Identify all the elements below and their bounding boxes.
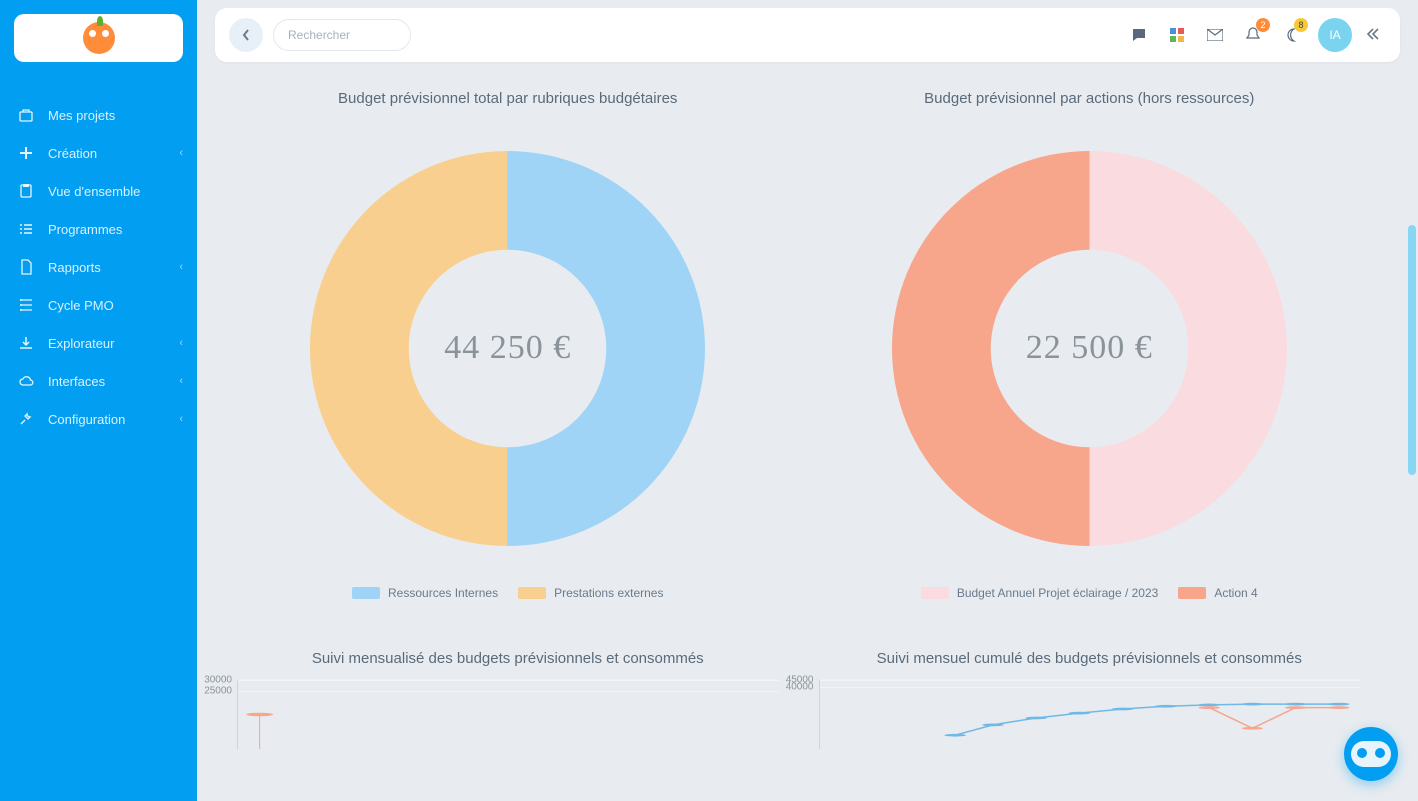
sidebar-item-label: Vue d'ensemble xyxy=(48,184,140,199)
legend-swatch xyxy=(921,587,949,599)
legend-item[interactable]: Ressources Internes xyxy=(352,586,498,600)
chart-legend: Ressources Internes Prestations externes xyxy=(352,586,663,600)
chart-title: Budget prévisionnel par actions (hors re… xyxy=(924,88,1254,111)
sidebar-item-explorateur[interactable]: Explorateur ‹ xyxy=(0,324,197,362)
sidebar-item-cycle-pmo[interactable]: Cycle PMO xyxy=(0,286,197,324)
back-button[interactable] xyxy=(229,18,263,52)
sidebar-item-vue-d-ensemble[interactable]: Vue d'ensemble xyxy=(0,172,197,210)
sidebar-item-label: Programmes xyxy=(48,222,122,237)
notif-badge-2: 8 xyxy=(1294,18,1308,32)
legend-swatch xyxy=(352,587,380,599)
legend-item[interactable]: Budget Annuel Projet éclairage / 2023 xyxy=(921,586,1158,600)
sidebar-item-configuration[interactable]: Configuration ‹ xyxy=(0,400,197,438)
line-chart[interactable]: 2500030000 xyxy=(237,679,779,749)
sidebar-item-label: Création xyxy=(48,146,97,161)
sidebar-item-mes-projets[interactable]: Mes projets xyxy=(0,96,197,134)
moon-icon[interactable]: 8 xyxy=(1276,20,1306,50)
chart-budget-rubriques: Budget prévisionnel total par rubriques … xyxy=(237,88,779,600)
logo[interactable] xyxy=(14,14,183,62)
mail-icon[interactable] xyxy=(1200,20,1230,50)
sidebar-item-label: Rapports xyxy=(48,260,101,275)
download-icon xyxy=(18,335,34,351)
list-icon xyxy=(18,221,34,237)
robot-face-icon xyxy=(1351,741,1391,767)
y-tick-label: 25000 xyxy=(204,686,232,697)
clipboard-icon xyxy=(18,183,34,199)
chevron-left-icon: ‹ xyxy=(179,261,183,273)
sidebar: Mes projets Création ‹ Vue d'ensemble Progra… xyxy=(0,0,197,801)
search-input[interactable] xyxy=(273,19,411,51)
tools-icon xyxy=(18,411,34,427)
chat-icon[interactable] xyxy=(1124,20,1154,50)
legend-swatch xyxy=(1178,587,1206,599)
chart-title: Budget prévisionnel total par rubriques … xyxy=(338,88,677,111)
chevron-left-icon: ‹ xyxy=(179,375,183,387)
sidebar-nav: Mes projets Création ‹ Vue d'ensemble Progra… xyxy=(0,76,197,458)
chart-budget-actions: Budget prévisionnel par actions (hors re… xyxy=(819,88,1361,600)
chevron-left-icon: ‹ xyxy=(179,147,183,159)
sidebar-item-label: Explorateur xyxy=(48,336,114,351)
legend-label: Ressources Internes xyxy=(388,586,498,600)
chat-assistant-button[interactable] xyxy=(1344,727,1398,781)
chevron-left-icon xyxy=(242,29,250,41)
chart-title: Suivi mensualisé des budgets prévisionne… xyxy=(237,650,779,667)
legend-item[interactable]: Prestations externes xyxy=(518,586,663,600)
sidebar-item-cr-ation[interactable]: Création ‹ xyxy=(0,134,197,172)
chart-center-value: 22 500 € xyxy=(1026,329,1153,367)
tasks-icon xyxy=(18,297,34,313)
line-chart[interactable]: 4000045000 xyxy=(819,679,1361,749)
legend-label: Budget Annuel Projet éclairage / 2023 xyxy=(957,586,1158,600)
cloud-icon xyxy=(18,373,34,389)
avatar[interactable]: IA xyxy=(1318,18,1352,52)
collapse-button[interactable] xyxy=(1360,28,1386,43)
sidebar-item-interfaces[interactable]: Interfaces ‹ xyxy=(0,362,197,400)
chart-suivi-mensuel: Suivi mensualisé des budgets prévisionne… xyxy=(237,650,779,749)
chevron-left-icon: ‹ xyxy=(179,337,183,349)
bell-icon[interactable]: 2 xyxy=(1238,20,1268,50)
file-icon xyxy=(18,259,34,275)
legend-label: Prestations externes xyxy=(554,586,663,600)
y-tick-label: 30000 xyxy=(204,674,232,685)
scrollbar-thumb[interactable] xyxy=(1408,225,1416,475)
chart-suivi-cumule: Suivi mensuel cumulé des budgets prévisi… xyxy=(819,650,1361,749)
y-tick-label: 45000 xyxy=(786,674,814,685)
chevron-left-icon: ‹ xyxy=(179,413,183,425)
legend-label: Action 4 xyxy=(1214,586,1257,600)
apps-icon[interactable] xyxy=(1162,20,1192,50)
sidebar-item-programmes[interactable]: Programmes xyxy=(0,210,197,248)
sidebar-item-label: Configuration xyxy=(48,412,125,427)
chevron-double-left-icon xyxy=(1366,28,1380,40)
sidebar-item-label: Interfaces xyxy=(48,374,105,389)
legend-swatch xyxy=(518,587,546,599)
legend-item[interactable]: Action 4 xyxy=(1178,586,1257,600)
topbar: 2 8 IA xyxy=(215,8,1400,62)
chart-title: Suivi mensuel cumulé des budgets prévisi… xyxy=(819,650,1361,667)
notif-badge-1: 2 xyxy=(1256,18,1270,32)
chart-legend: Budget Annuel Projet éclairage / 2023 Act… xyxy=(921,586,1258,600)
sidebar-item-label: Mes projets xyxy=(48,108,115,123)
plus-icon xyxy=(18,145,34,161)
briefcase-icon xyxy=(18,107,34,123)
sidebar-item-label: Cycle PMO xyxy=(48,298,114,313)
main-content: Budget prévisionnel total par rubriques … xyxy=(197,68,1400,801)
chart-center-value: 44 250 € xyxy=(444,329,571,367)
sidebar-item-rapports[interactable]: Rapports ‹ xyxy=(0,248,197,286)
